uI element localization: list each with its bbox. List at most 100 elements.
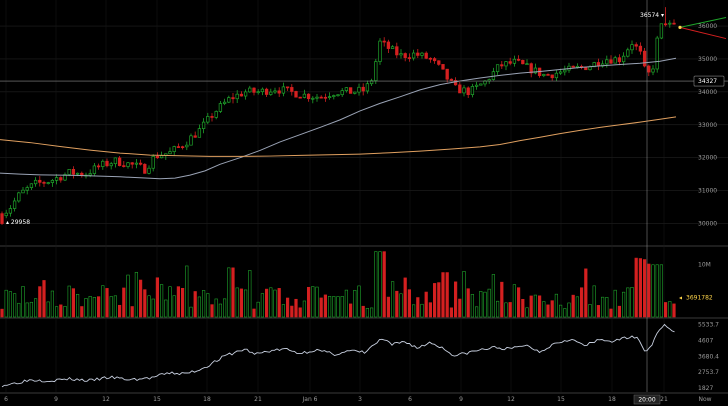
- volume-bar-up[interactable]: [160, 284, 164, 318]
- volume-bar-down[interactable]: [294, 298, 298, 318]
- candle-up[interactable]: [483, 80, 487, 85]
- volume-bar-up[interactable]: [315, 286, 319, 318]
- volume-bar-down[interactable]: [231, 267, 235, 318]
- indicator-panel[interactable]: 5533.7 4607 3680.4 2753.7 1827: [1, 322, 719, 392]
- volume-bar-up[interactable]: [483, 291, 487, 318]
- candle-down[interactable]: [306, 93, 311, 100]
- candle-up[interactable]: [558, 71, 563, 74]
- candle-down[interactable]: [323, 96, 328, 99]
- candle-up[interactable]: [533, 67, 538, 74]
- volume-bar-down[interactable]: [550, 300, 554, 318]
- candle-up[interactable]: [29, 183, 34, 188]
- volume-bar-up[interactable]: [311, 286, 315, 318]
- candle-down[interactable]: [458, 84, 462, 94]
- candle-up[interactable]: [256, 91, 260, 94]
- volume-bar-up[interactable]: [84, 298, 88, 318]
- volume-bar-up[interactable]: [151, 298, 155, 318]
- candle-down[interactable]: [122, 165, 126, 167]
- candle-down[interactable]: [638, 45, 643, 52]
- candle-up[interactable]: [659, 23, 664, 39]
- candle-up[interactable]: [487, 79, 491, 82]
- candle-down[interactable]: [348, 87, 353, 94]
- candle-up[interactable]: [248, 87, 252, 93]
- candle-up[interactable]: [462, 87, 466, 94]
- volume-bar-down[interactable]: [277, 288, 281, 318]
- candle-up[interactable]: [113, 157, 118, 165]
- volume-bar-down[interactable]: [239, 288, 244, 318]
- candle-up[interactable]: [420, 52, 424, 56]
- candle-up[interactable]: [470, 86, 475, 96]
- volume-bar-down[interactable]: [437, 282, 441, 318]
- volume-bar-down[interactable]: [118, 304, 122, 318]
- candle-down[interactable]: [449, 78, 454, 81]
- volume-bar-down[interactable]: [663, 302, 668, 318]
- volume-bar-up[interactable]: [357, 285, 361, 318]
- volume-bar-down[interactable]: [382, 251, 386, 318]
- volume-bar-down[interactable]: [672, 303, 676, 318]
- volume-bar-up[interactable]: [76, 293, 80, 318]
- candle-down[interactable]: [508, 61, 512, 64]
- candle-up[interactable]: [201, 121, 206, 129]
- candle-up[interactable]: [655, 37, 659, 70]
- volume-bar-down[interactable]: [290, 305, 294, 318]
- volume-bar-up[interactable]: [101, 285, 105, 318]
- candle-down[interactable]: [672, 22, 676, 25]
- volume-bar-up[interactable]: [13, 293, 17, 318]
- candle-up[interactable]: [260, 88, 265, 93]
- volume-bar-up[interactable]: [50, 290, 54, 318]
- candle-down[interactable]: [382, 40, 386, 43]
- price-panel[interactable]: 34327 36574 ▾ ▴ 29958: [0, 0, 728, 392]
- volume-bar-down[interactable]: [579, 287, 584, 318]
- volume-bar-down[interactable]: [441, 272, 445, 318]
- candle-down[interactable]: [0, 213, 4, 224]
- volume-bar-down[interactable]: [122, 287, 126, 318]
- volume-bar-down[interactable]: [458, 298, 462, 318]
- volume-bar-down[interactable]: [453, 281, 458, 318]
- candle-up[interactable]: [88, 173, 92, 176]
- volume-bar-up[interactable]: [588, 304, 592, 318]
- volume-bar-down[interactable]: [449, 307, 454, 318]
- volume-bar-up[interactable]: [340, 296, 344, 318]
- candle-down[interactable]: [529, 63, 533, 74]
- candle-up[interactable]: [495, 64, 500, 73]
- volume-bar-up[interactable]: [621, 291, 626, 318]
- candle-down[interactable]: [59, 177, 63, 181]
- volume-bar-up[interactable]: [189, 306, 193, 318]
- volume-bar-down[interactable]: [130, 306, 134, 318]
- candle-up[interactable]: [50, 180, 55, 183]
- candle-up[interactable]: [17, 192, 21, 202]
- volume-bar-up[interactable]: [126, 274, 130, 318]
- volume-bar-up[interactable]: [25, 302, 29, 318]
- volume-bar-up[interactable]: [491, 274, 496, 318]
- candle-up[interactable]: [504, 61, 508, 67]
- volume-bar-down[interactable]: [584, 268, 588, 318]
- volume-bar-up[interactable]: [542, 301, 546, 318]
- volume-bar-up[interactable]: [168, 286, 172, 318]
- volume-bar-up[interactable]: [554, 293, 558, 318]
- volume-bar-up[interactable]: [525, 307, 529, 318]
- volume-bar-down[interactable]: [500, 281, 504, 318]
- volume-bar-down[interactable]: [155, 277, 160, 318]
- volume-bar-up[interactable]: [281, 304, 286, 318]
- candle-down[interactable]: [403, 53, 407, 58]
- volume-bar-down[interactable]: [181, 287, 185, 318]
- volume-bar-up[interactable]: [495, 300, 500, 318]
- volume-bar-up[interactable]: [487, 288, 491, 318]
- candle-down[interactable]: [155, 156, 160, 159]
- candle-down[interactable]: [445, 68, 449, 80]
- volume-bar-down[interactable]: [521, 299, 525, 318]
- volume-bar-up[interactable]: [558, 304, 563, 318]
- volume-bar-up[interactable]: [164, 299, 168, 318]
- candle-up[interactable]: [302, 93, 307, 98]
- candle-down[interactable]: [609, 59, 613, 64]
- candle-up[interactable]: [197, 128, 202, 138]
- candle-down[interactable]: [210, 116, 214, 118]
- candle-down[interactable]: [416, 52, 420, 56]
- volume-bar-up[interactable]: [336, 296, 340, 318]
- candle-down[interactable]: [239, 93, 244, 97]
- volume-bar-up[interactable]: [474, 306, 479, 318]
- candle-up[interactable]: [21, 189, 25, 194]
- volume-bar-up[interactable]: [92, 297, 96, 318]
- volume-bar-down[interactable]: [59, 304, 63, 318]
- candle-down[interactable]: [277, 90, 281, 94]
